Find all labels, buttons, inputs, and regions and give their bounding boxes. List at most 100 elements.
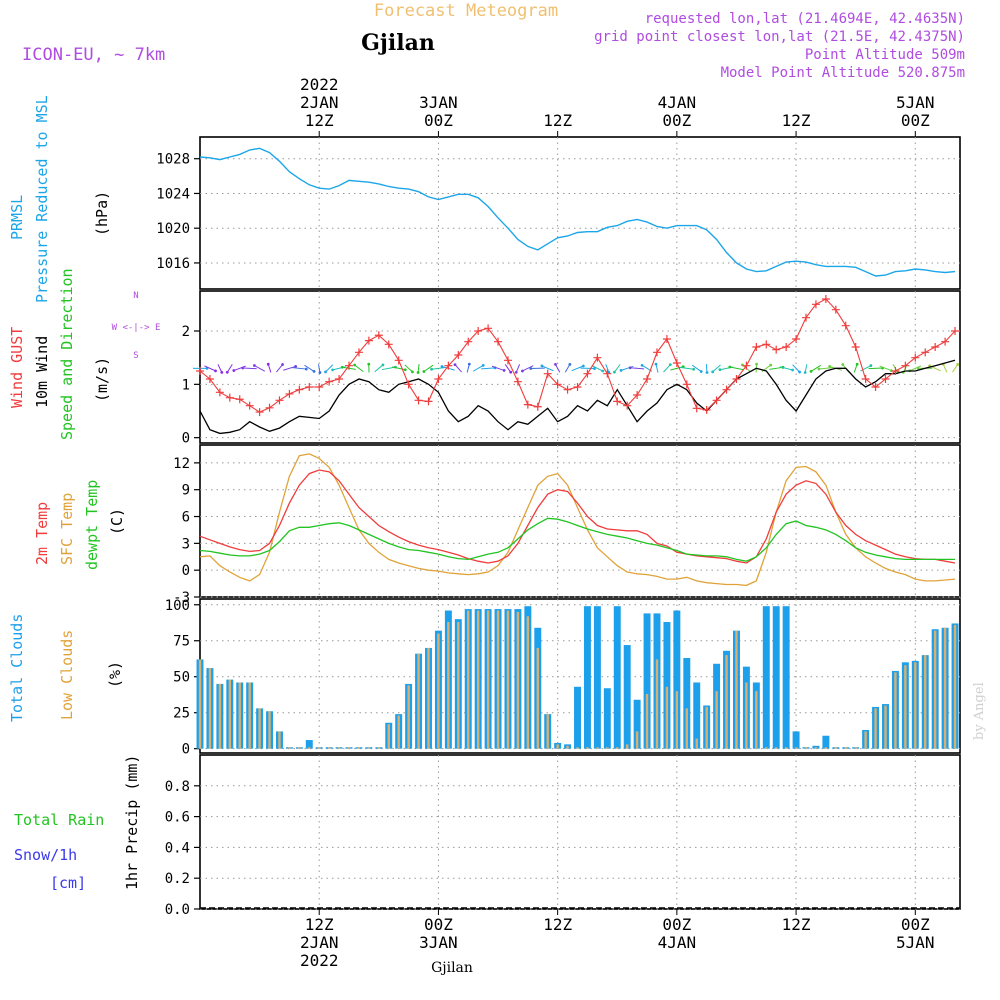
low-clouds-bar — [625, 744, 629, 749]
wind-arrow-head — [828, 364, 832, 368]
wind-arrow-head — [769, 363, 773, 367]
total-clouds-bar — [693, 682, 701, 749]
total-clouds-bar — [782, 606, 790, 749]
bottom-time-label: 00Z — [424, 915, 453, 934]
point-altitude: Point Altitude 509m — [805, 47, 965, 63]
low-clouds-bar — [924, 655, 927, 749]
gust-marker — [871, 383, 880, 391]
wind-arrow-head — [841, 363, 845, 366]
bottom-time-label: 2JAN — [300, 933, 339, 952]
low-clouds-bar — [347, 747, 351, 749]
low-clouds-bar — [894, 672, 897, 749]
wind-arrow-head — [568, 362, 572, 366]
total-clouds-bar — [822, 735, 830, 749]
wind-arrow-head — [220, 370, 224, 374]
wind-arrow-head — [331, 368, 334, 372]
cloud-labels: Total Clouds Low Clouds (%) — [8, 614, 124, 722]
wind-direction-arrow — [712, 364, 721, 373]
wind-direction-arrow — [504, 364, 512, 373]
y-tick-label: 50 — [173, 670, 190, 686]
wind-direction-arrow — [283, 365, 296, 371]
wind-arrow-head — [502, 369, 506, 372]
panel-frame — [199, 444, 961, 598]
wind-arrow-head — [281, 363, 284, 366]
wind-labels: Wind GUST 10m Wind Speed and Direction (… — [8, 268, 160, 440]
low-clouds-bar — [914, 662, 917, 749]
wind-direction-arrow — [491, 365, 505, 371]
wind-arrow-head — [430, 367, 433, 371]
wind-arrow-head — [601, 369, 605, 373]
gust-marker — [921, 348, 930, 357]
gust-marker — [394, 356, 403, 365]
temperature-panel: -3 0 3 6 9 12 — [173, 453, 956, 606]
cm-label: [cm] — [50, 874, 86, 892]
wind-direction-arrow — [541, 365, 554, 372]
hpa-label: (hPa) — [93, 191, 111, 236]
gust-marker — [513, 377, 522, 386]
low-clouds-bar — [467, 610, 470, 749]
precip-labels: Total Rain Snow/1h [cm] 1hr Precip (mm) — [14, 755, 141, 892]
gust-marker — [404, 380, 413, 389]
chart-title: Forecast Meteogram — [374, 1, 558, 21]
low-clouds-bar — [824, 747, 828, 749]
wind-arrow-head — [869, 364, 873, 367]
low-clouds-bar — [814, 747, 818, 749]
wind-direction-arrow — [860, 365, 872, 372]
low-clouds-bar — [506, 610, 510, 749]
wind-arrow-head — [755, 362, 758, 366]
wind-arrow-head — [318, 371, 322, 374]
low-clouds-bar — [556, 744, 559, 749]
total-clouds-bar — [583, 606, 591, 749]
gust-marker — [305, 383, 314, 391]
wind-direction-arrow — [564, 364, 571, 373]
wind-arrow-head — [312, 370, 316, 373]
wind-10m-line — [199, 359, 956, 435]
wind-arrow-head — [232, 369, 236, 372]
y-tick-label: 0.4 — [165, 840, 190, 856]
wind-arrow-head — [654, 362, 658, 366]
wind-arrow-head — [304, 367, 308, 371]
gust-marker — [881, 375, 890, 383]
low-clouds-bar — [606, 747, 609, 749]
low-clouds-bar — [943, 627, 947, 749]
low-clouds-bar — [268, 711, 271, 749]
gust-marker — [643, 375, 652, 383]
gust-marker — [354, 348, 363, 357]
gust-marker — [573, 383, 582, 391]
low-clouds-bar — [258, 708, 261, 749]
c-label: (C) — [108, 508, 126, 535]
low-clouds-bar — [775, 747, 778, 749]
low-clouds-bar — [715, 691, 718, 749]
low-clouds-bar — [953, 624, 957, 749]
wind-direction-arrow — [204, 365, 216, 372]
bottom-time-label: 5JAN — [896, 933, 935, 952]
wind-arrow-head — [619, 368, 623, 372]
compass-we: W <-|-> E — [112, 323, 161, 333]
low-clouds-bar — [874, 708, 877, 749]
compass-n: N — [133, 291, 138, 301]
wind-direction-arrow — [691, 364, 702, 372]
gust-marker — [265, 403, 274, 412]
top-time-label: 3JAN — [419, 93, 458, 112]
watermark: by Angel — [972, 682, 987, 740]
low-clouds-bar — [864, 731, 867, 749]
low-clouds-bar — [695, 738, 698, 749]
wind-direction-arrow — [591, 365, 603, 372]
gust-marker — [722, 385, 731, 394]
gust-marker — [802, 313, 811, 322]
wind-arrow-head — [509, 370, 513, 374]
low-clouds-bar — [367, 747, 371, 749]
wind-panel: 0 1 2 — [182, 295, 960, 447]
low-clouds-bar — [854, 747, 857, 749]
wind-direction-arrow — [304, 364, 315, 372]
precip-axis-label: 1hr Precip (mm) — [123, 755, 141, 890]
wind-direction-arrow — [522, 365, 534, 372]
speed-direction-label: Speed and Direction — [58, 268, 76, 440]
low-clouds-bar — [238, 682, 241, 749]
low-clouds-bar — [844, 747, 847, 749]
total-clouds-bar — [593, 606, 601, 749]
wind-arrow-head — [817, 367, 821, 371]
wind-direction-arrow — [242, 367, 257, 370]
total-clouds-bar — [772, 606, 780, 749]
